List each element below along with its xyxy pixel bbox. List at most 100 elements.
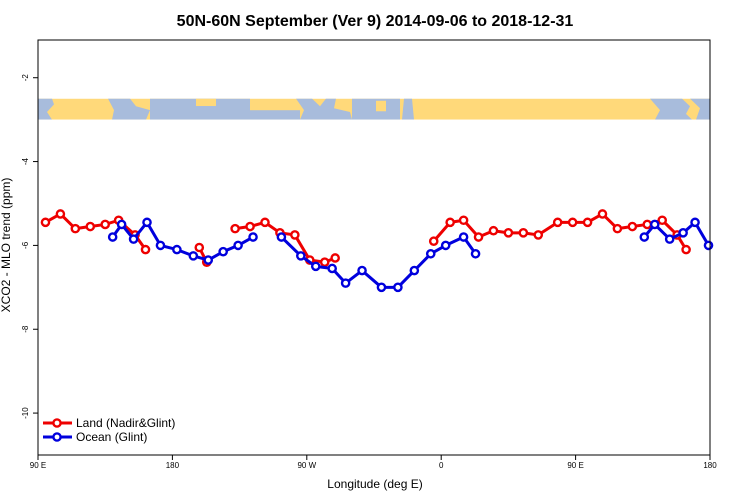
data-point bbox=[612, 223, 623, 234]
x-tick-label: 0 bbox=[439, 461, 444, 470]
data-point bbox=[260, 217, 270, 228]
x-tick-label: 180 bbox=[703, 461, 717, 470]
legend-swatch-marker bbox=[52, 418, 62, 428]
data-point bbox=[128, 234, 139, 244]
y-tick-label: -10 bbox=[21, 407, 30, 419]
data-point bbox=[458, 215, 469, 226]
data-point bbox=[319, 257, 330, 267]
x-tick-label: 180 bbox=[166, 461, 180, 470]
data-point bbox=[681, 244, 691, 255]
plot-frame bbox=[37, 39, 711, 456]
data-point bbox=[642, 219, 653, 230]
map-ocean-region bbox=[38, 98, 54, 120]
data-point bbox=[428, 236, 439, 247]
x-tick-label: 90 E bbox=[30, 461, 46, 470]
data-point bbox=[116, 219, 127, 230]
data-point bbox=[188, 251, 199, 261]
data-point bbox=[155, 240, 166, 251]
series-line bbox=[44, 212, 147, 251]
data-point bbox=[703, 240, 714, 251]
data-point bbox=[203, 255, 214, 265]
data-point bbox=[100, 219, 110, 230]
y-tick-label: -2 bbox=[21, 74, 30, 82]
map-ocean-region bbox=[402, 98, 414, 120]
series-ocean bbox=[107, 217, 714, 293]
data-point bbox=[458, 232, 469, 242]
map-land-region bbox=[196, 98, 216, 107]
data-point bbox=[70, 223, 81, 234]
y-tick-label: -6 bbox=[21, 241, 30, 249]
data-point bbox=[639, 232, 650, 242]
data-point bbox=[649, 219, 660, 230]
data-point bbox=[503, 228, 514, 238]
data-point bbox=[310, 261, 321, 272]
chart-title: 50N-60N September (Ver 9) 2014-09-06 to … bbox=[177, 13, 574, 30]
data-point bbox=[627, 221, 638, 232]
data-point bbox=[582, 217, 593, 228]
data-point bbox=[107, 232, 118, 242]
data-point bbox=[172, 244, 182, 255]
data-point bbox=[376, 282, 387, 293]
map-ocean-region bbox=[672, 98, 692, 120]
data-point bbox=[440, 240, 451, 251]
x-tick-label: 90 W bbox=[297, 461, 316, 470]
legend: Land (Nadir&Glint)Ocean (Glint) bbox=[43, 416, 175, 444]
data-point bbox=[357, 265, 367, 276]
y-axis: -2 -4 -6 -8 -10 bbox=[21, 74, 38, 419]
y-tick-label: -4 bbox=[21, 157, 30, 165]
world-map-band bbox=[38, 98, 710, 120]
data-point bbox=[657, 215, 668, 226]
map-land-region bbox=[376, 100, 386, 112]
legend-entry-label: Land (Nadir&Glint) bbox=[76, 416, 175, 430]
legend-entry-label: Ocean (Glint) bbox=[76, 430, 147, 444]
data-point bbox=[567, 217, 578, 228]
map-ocean-region bbox=[120, 100, 128, 107]
data-point bbox=[678, 228, 688, 238]
data-point bbox=[425, 248, 436, 259]
data-point bbox=[55, 209, 66, 219]
x-tick-label: 90 E bbox=[567, 461, 583, 470]
map-ocean-region bbox=[250, 110, 300, 120]
data-point bbox=[445, 217, 455, 228]
data-point bbox=[393, 282, 403, 293]
data-point bbox=[218, 246, 228, 257]
data-point bbox=[290, 230, 300, 240]
y-axis-label: XCO2 - MLO trend (ppm) bbox=[0, 178, 13, 313]
data-point bbox=[473, 232, 484, 242]
data-point bbox=[488, 225, 499, 236]
x-axis-label: Longitude (deg E) bbox=[327, 477, 422, 491]
map-ocean-pacific bbox=[150, 98, 250, 120]
data-point bbox=[194, 242, 205, 253]
data-point bbox=[233, 240, 243, 251]
data-point bbox=[470, 248, 481, 259]
map-ocean-region bbox=[690, 98, 710, 120]
data-point bbox=[552, 217, 563, 228]
data-point bbox=[276, 232, 287, 242]
series-layer bbox=[40, 209, 714, 293]
data-point bbox=[518, 228, 529, 238]
data-point bbox=[340, 278, 351, 288]
data-point bbox=[245, 221, 255, 232]
data-point bbox=[597, 209, 608, 219]
data-point bbox=[296, 251, 306, 261]
data-point bbox=[230, 223, 240, 234]
data-point bbox=[330, 253, 340, 263]
data-point bbox=[327, 263, 337, 274]
legend-swatch-marker bbox=[52, 432, 62, 442]
data-point bbox=[664, 234, 675, 244]
y-tick-label: -8 bbox=[21, 325, 30, 333]
map-ocean-region bbox=[296, 98, 352, 120]
data-point bbox=[409, 265, 420, 276]
x-axis: 90 E 180 90 W 0 90 E 180 bbox=[30, 455, 717, 470]
data-point bbox=[140, 244, 151, 255]
map-ocean-region bbox=[108, 98, 150, 120]
data-point bbox=[85, 221, 96, 232]
data-point bbox=[142, 217, 152, 228]
data-point bbox=[533, 230, 544, 240]
series-land bbox=[40, 209, 691, 267]
data-point bbox=[690, 217, 700, 228]
map-ocean-region bbox=[650, 98, 672, 120]
data-point bbox=[248, 232, 258, 242]
data-point bbox=[40, 217, 51, 228]
